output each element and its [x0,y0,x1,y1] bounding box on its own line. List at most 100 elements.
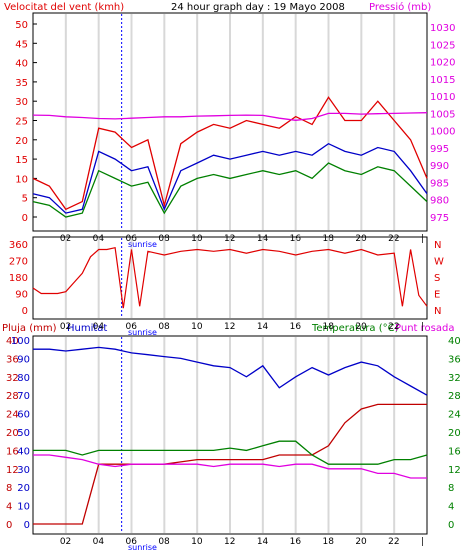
x-tick-label: 12 [224,537,235,547]
x-tick-label: 02 [60,537,71,547]
series-avg [32,142,428,214]
temperature-y-tick: 8 [448,483,454,494]
temperature-y-tick: 20 [448,428,461,439]
x-tick-label: 04 [93,322,105,332]
sunrise-label: sunrise [128,543,157,552]
rain-y-tick: 32 [6,373,19,384]
wind-speed-label: Velocitat del vent (kmh) [4,2,124,13]
rain-y-tick: 36 [6,354,19,365]
pressure-label: Pressió (mb) [369,1,431,13]
compass-tick: N [434,240,441,251]
pressure-y-tick: 985 [430,178,449,189]
series-temperature [33,440,428,465]
humidity-y-tick: 0 [24,520,30,531]
pressure-y-tick: 1020 [430,58,455,69]
direction-y-tick: 180 [9,273,28,284]
humidity-y-tick: 10 [17,502,30,513]
pressure-y-tick: 990 [430,161,449,172]
x-tick-label: 14 [257,537,269,547]
pressure-y-tick: 1000 [430,127,455,138]
temperature-y-tick: 24 [448,410,461,421]
rain-label: Pluja (mm) [2,323,57,334]
pressure-y-tick: 1015 [430,75,455,86]
humidity-y-tick: 60 [17,410,30,421]
compass-tick: S [434,273,440,284]
humidity-y-tick: 100 [11,336,30,347]
x-tick-label: 08 [158,322,170,332]
x-tick-label: 08 [158,537,170,547]
temperature-y-tick: 12 [448,465,461,476]
direction-panel [32,236,428,320]
wind-y-tick: 0 [22,213,28,224]
temperature-y-tick: 28 [448,391,461,402]
temperature-y-tick: 32 [448,373,461,384]
pressure-y-tick: 1005 [430,109,455,120]
x-tick-label: 16 [290,537,302,547]
rain-y-tick: 28 [6,391,19,402]
rain-y-tick: 8 [6,483,12,494]
x-tick-label: 20 [355,537,367,547]
temperature-y-tick: 16 [448,446,461,457]
pressure-y-tick: 980 [430,196,449,207]
rain-y-tick: 16 [6,446,19,457]
x-tick-label: | [421,322,424,332]
wind-y-tick: 50 [15,20,28,31]
x-tick-label: 10 [191,322,203,332]
wind-y-tick: 20 [15,136,28,147]
pressure-y-tick: 1025 [430,40,455,51]
compass-tick: W [434,257,444,268]
compass-tick: E [434,290,440,301]
series-pressure [32,112,428,121]
compass-tick: N [434,306,441,317]
rain-y-tick: 24 [6,410,19,421]
x-tick-label: | [421,537,424,547]
temperature-y-tick: 36 [448,354,461,365]
series-direction [32,246,428,309]
x-tick-label: 16 [290,322,302,332]
wind-y-tick: 45 [15,39,28,50]
x-tick-label: 10 [191,537,203,547]
wind-y-tick: 25 [15,117,28,128]
x-tick-label: 06 [126,537,138,547]
rain-y-tick: 12 [6,465,19,476]
direction-y-tick: 0 [22,306,28,317]
pressure-y-tick: 975 [430,213,449,224]
dewpoint-label: Punt rosada [395,323,454,334]
temperature-label: Temperatura (°C) [311,323,399,334]
pressure-y-tick: 1030 [430,23,455,34]
x-tick-label: 02 [60,322,71,332]
humidity-y-tick: 40 [17,446,30,457]
rain-y-tick: 0 [6,520,12,531]
rain-y-tick: 4 [6,502,12,513]
temperature-y-tick: 4 [448,502,454,513]
climate-panel [32,335,428,535]
temperature-y-tick: 40 [448,336,461,347]
humidity-label: Humitat [67,323,107,334]
series-humidity [33,346,428,396]
x-tick-label: 04 [93,537,105,547]
x-tick-label: 22 [388,537,399,547]
series-dewpoint [33,454,427,479]
wind-y-tick: 10 [15,174,28,185]
series-gust [32,96,428,211]
humidity-y-tick: 30 [17,465,30,476]
graph-title: 24 hour graph day : 19 Mayo 2008 [171,2,345,13]
humidity-y-tick: 80 [17,373,30,384]
direction-y-tick: 90 [15,290,28,301]
humidity-y-tick: 20 [17,483,30,494]
direction-y-tick: 360 [9,240,28,251]
direction-y-tick: 270 [9,257,28,268]
wind-y-tick: 35 [15,78,28,89]
humidity-y-tick: 90 [17,354,30,365]
x-tick-label: | [421,234,424,244]
rain-y-tick: 20 [6,428,19,439]
x-tick-label: 06 [126,322,138,332]
x-tick-label: 14 [257,322,269,332]
x-tick-label: 22 [388,322,399,332]
x-tick-label: 12 [224,322,235,332]
rain-y-tick: 40 [6,336,19,347]
x-tick-label: 18 [323,322,335,332]
x-tick-label: 20 [355,322,367,332]
pressure-y-tick: 1010 [430,92,455,103]
